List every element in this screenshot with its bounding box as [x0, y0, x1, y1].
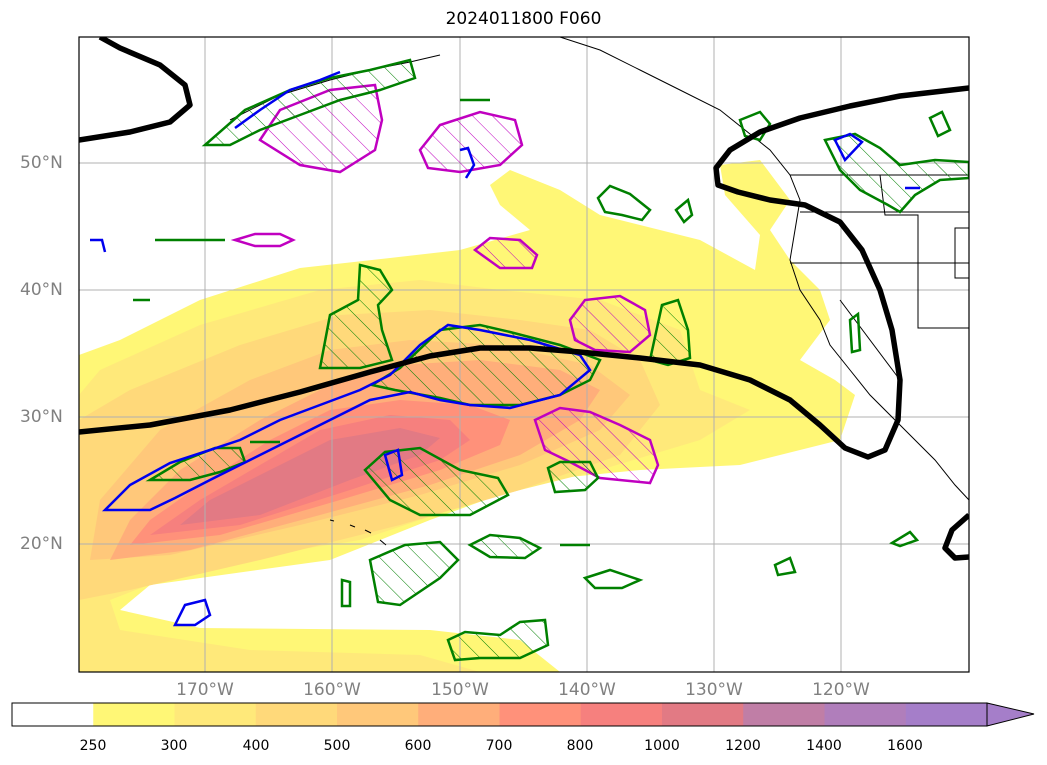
colorbar-label-800: 800 [566, 738, 594, 754]
lon-label-160w: 160°W [303, 680, 361, 700]
blue-contour-1 [101, 323, 592, 512]
colorbar-label-1200: 1200 [725, 738, 761, 754]
green-region-20 [340, 578, 352, 608]
heavy-contour-main [79, 85, 969, 460]
lat-label-20n: 20°N [20, 534, 63, 554]
colorbar-label-1600: 1600 [887, 738, 923, 754]
lon-label-170w: 170°W [176, 680, 234, 700]
colorbar-extend-arrow [986, 702, 1035, 727]
colorbar-label-1000: 1000 [644, 738, 680, 754]
map-frame [78, 36, 970, 673]
colorbar-cell [12, 703, 94, 726]
lat-label-50n: 50°N [20, 153, 63, 173]
magenta-region-6 [230, 232, 296, 248]
inland-border-2 [954, 227, 969, 279]
colorbar-cell [418, 703, 500, 726]
green-region-7 [467, 533, 543, 560]
colorbar-cell [174, 703, 257, 726]
lat-label-40n: 40°N [20, 280, 63, 300]
colorbar-cell [93, 703, 175, 726]
colorbar-cell [743, 703, 825, 726]
green-region-17 [582, 568, 644, 590]
colorbar [11, 702, 1035, 727]
blue-contour-6 [459, 146, 476, 179]
green-region-14 [823, 132, 969, 214]
colorbar-cell [824, 703, 907, 726]
blue-contour-5 [383, 448, 404, 482]
green-region-8 [446, 618, 550, 662]
lon-label-120w: 120°W [812, 680, 870, 700]
heavy-black-contours [79, 37, 969, 561]
colorbar-label-600: 600 [404, 738, 432, 754]
colorbar-label-300: 300 [160, 738, 188, 754]
green-region-6 [368, 540, 460, 607]
green-region-15 [928, 110, 952, 138]
colorbar-cell [255, 703, 338, 726]
magenta-region-2 [418, 110, 524, 174]
colorbar-cell [580, 703, 663, 726]
green-region-19 [889, 530, 920, 548]
lon-label-150w: 150°W [431, 680, 489, 700]
lat-label-30n: 30°N [20, 407, 63, 427]
lon-label-140w: 140°W [558, 680, 616, 700]
blue-contour-4 [172, 598, 212, 627]
blue-contours [90, 70, 920, 627]
green-region-11 [596, 184, 652, 222]
colorbar-cell [337, 703, 419, 726]
green-region-18 [773, 556, 797, 577]
state-border-3 [839, 299, 901, 381]
heavy-contour-nw [79, 37, 193, 143]
green-region-5 [546, 460, 600, 494]
blue-contour-2 [234, 70, 341, 130]
blue-contour-3 [833, 132, 864, 163]
ivt-band-1000 [180, 428, 440, 525]
map-title: 2024011800 F060 [445, 9, 602, 29]
blue-contour-7 [90, 238, 107, 253]
green-region-12 [674, 197, 694, 224]
green-region-16 [848, 311, 862, 354]
green-region-1 [318, 263, 394, 370]
colorbar-cell [905, 703, 988, 726]
colorbar-cell [662, 703, 744, 726]
magenta-region-3 [472, 236, 539, 270]
hawaii-islands [329, 519, 387, 546]
heavy-contour-se [942, 512, 969, 561]
colorbar-label-1400: 1400 [806, 738, 842, 754]
colorbar-label-500: 500 [323, 738, 351, 754]
north-america-coast [559, 37, 969, 501]
lon-label-130w: 130°W [685, 680, 743, 700]
colorbar-label-400: 400 [242, 738, 270, 754]
magenta-region-4 [568, 294, 652, 354]
colorbar-label-700: 700 [485, 738, 513, 754]
colorbar-cell [499, 703, 582, 726]
green-region-3 [648, 298, 692, 367]
colorbar-frame [11, 702, 988, 727]
green-region-9 [145, 446, 247, 482]
magenta-region-5 [533, 406, 660, 485]
colorbar-label-250: 250 [79, 738, 107, 754]
